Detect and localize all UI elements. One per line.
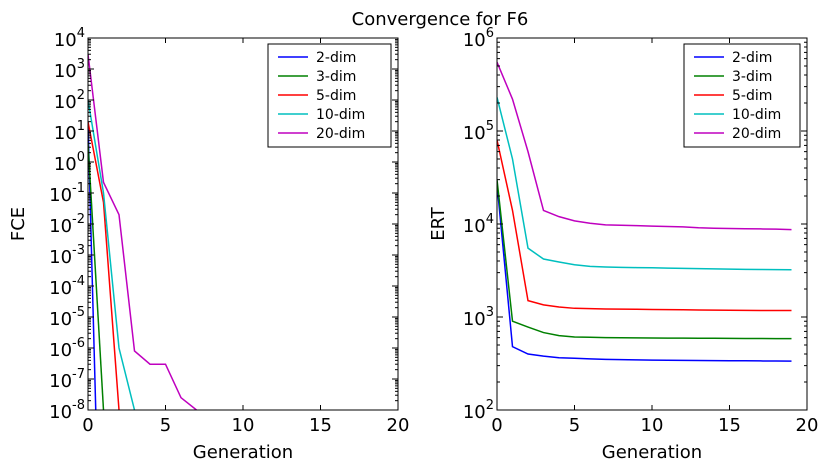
- y-tick-label: 10-3: [49, 243, 85, 268]
- x-tick-label: 10: [232, 415, 255, 436]
- y-tick-label: 10-7: [49, 367, 85, 392]
- legend-label-10-dim: 10-dim: [316, 107, 365, 123]
- legend: 2-dim 3-dim 5-dim 10-dim 20-dim: [267, 43, 392, 148]
- x-axis-label: Generation: [193, 442, 293, 463]
- legend-label-5-dim: 5-dim: [316, 88, 356, 104]
- legend: 2-dim 3-dim 5-dim 10-dim 20-dim: [683, 43, 801, 148]
- y-tick-label: 106: [463, 26, 494, 51]
- y-axis-label: ERT: [428, 206, 449, 241]
- series-line-5-dim: [497, 139, 792, 312]
- series-line-3-dim: [497, 179, 792, 340]
- x-tick-label: 20: [387, 415, 410, 436]
- legend-label-20-dim: 20-dim: [732, 126, 781, 142]
- y-tick-label: 103: [54, 57, 85, 82]
- x-tick-label: 5: [569, 415, 580, 436]
- x-tick-label: 15: [309, 415, 332, 436]
- y-tick-label: 105: [463, 119, 494, 144]
- subplot-fce: 0 5 10 15 20 10-8 10-7 10-6 10-5 10-4 10-3 10-2 10-1…: [8, 26, 409, 463]
- y-axis-label: FCE: [8, 207, 29, 241]
- x-tick-label: 0: [82, 415, 93, 436]
- y-tick-label: 104: [54, 26, 85, 51]
- legend-label-20-dim: 20-dim: [316, 126, 365, 142]
- legend-label-10-dim: 10-dim: [732, 107, 781, 123]
- y-tick-label: 10-5: [49, 305, 85, 330]
- series-line-5-dim: [88, 121, 120, 410]
- y-tick-label: 10-2: [49, 212, 85, 237]
- x-tick-label: 10: [641, 415, 664, 436]
- y-tick-label: 100: [54, 150, 85, 175]
- legend-label-2-dim: 2-dim: [732, 50, 772, 66]
- legend-label-3-dim: 3-dim: [732, 69, 772, 85]
- y-tick-label: 102: [463, 398, 494, 423]
- x-tick-label: 0: [491, 415, 502, 436]
- y-tick-label: 103: [463, 305, 494, 330]
- y-tick-label: 10-6: [49, 336, 85, 361]
- y-tick-label: 101: [54, 119, 85, 144]
- legend-label-3-dim: 3-dim: [316, 69, 356, 85]
- y-tick-label: 104: [463, 212, 494, 237]
- y-tick-label: 10-1: [49, 181, 85, 206]
- figure-title: Convergence for F6: [352, 9, 529, 30]
- series-line-10-dim: [497, 97, 792, 271]
- series-line-2-dim: [497, 183, 792, 362]
- series-line-20-dim: [497, 61, 792, 231]
- x-tick-label: 15: [718, 415, 741, 436]
- subplot-ert: 0 5 10 15 20 102 103 104 105 106 Generation ERT 2-di…: [428, 26, 818, 463]
- series-line-20-dim: [88, 54, 197, 410]
- y-tick-label: 10-4: [49, 274, 85, 299]
- series-group: [88, 54, 197, 410]
- legend-label-5-dim: 5-dim: [732, 88, 772, 104]
- y-tick-label: 10-8: [49, 398, 85, 423]
- series-group: [497, 61, 792, 362]
- legend-label-2-dim: 2-dim: [316, 50, 356, 66]
- x-tick-label: 20: [796, 415, 819, 436]
- x-axis-label: Generation: [602, 442, 702, 463]
- series-line-10-dim: [88, 99, 136, 410]
- series-line-3-dim: [88, 143, 105, 410]
- x-tick-label: 5: [160, 415, 171, 436]
- y-tick-label: 102: [54, 88, 85, 113]
